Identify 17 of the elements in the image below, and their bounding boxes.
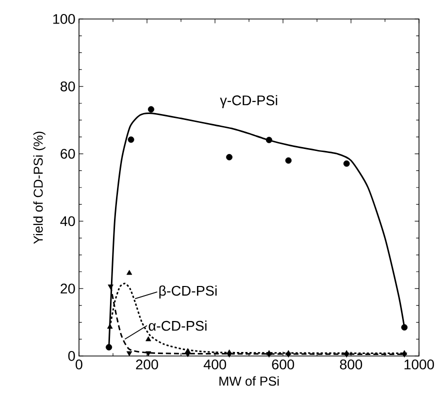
y-tick-label: 40 xyxy=(60,216,75,226)
annotation: γ-CD-PSi xyxy=(220,95,278,108)
x-tick-label: 0 xyxy=(76,360,82,370)
x-tick-label: 800 xyxy=(340,360,362,370)
annotation: α-CD-PSi xyxy=(148,320,206,331)
y-tick-label: 0 xyxy=(68,351,75,361)
y-tick-label: 80 xyxy=(60,81,75,92)
y-tick-label: 60 xyxy=(60,148,75,159)
y-axis-title: Yield of CD-PSi (%) xyxy=(33,132,46,244)
x-tick-label: 400 xyxy=(204,360,226,370)
y-tick-label: 100 xyxy=(53,14,75,24)
x-axis-title: MW of PSi xyxy=(219,376,279,386)
x-tick-label: 1000 xyxy=(404,360,434,370)
x-tick-label: 600 xyxy=(272,360,294,370)
x-tick-label: 200 xyxy=(136,360,158,370)
annotation: β-CD-PSi xyxy=(159,285,217,298)
y-tick-label: 20 xyxy=(60,284,75,294)
